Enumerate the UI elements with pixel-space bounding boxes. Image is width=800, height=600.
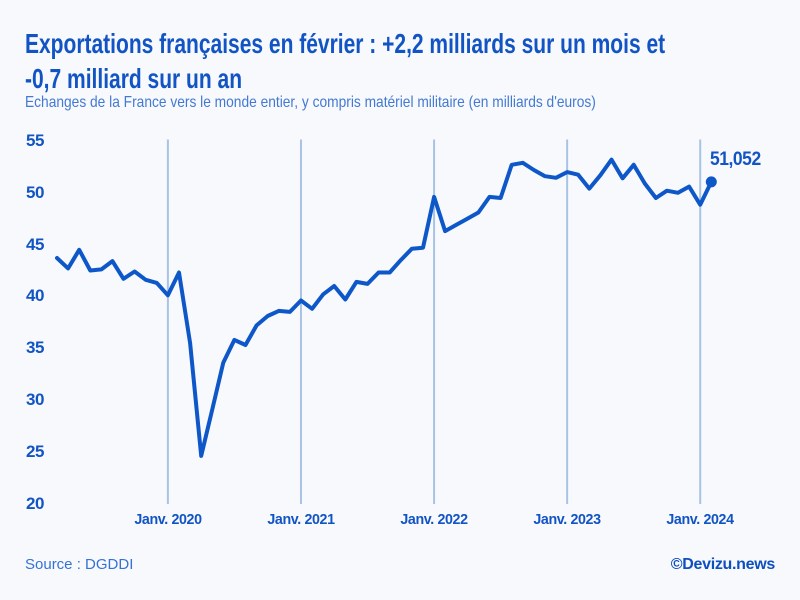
x-tick-label-2021: Janv. 2021 [267, 511, 335, 528]
x-tick-label-2022: Janv. 2022 [400, 511, 468, 528]
y-tick-label-30: 30 [26, 389, 44, 409]
source-note: Source : DGDDI [25, 556, 134, 573]
x-tick-label-2023: Janv. 2023 [533, 511, 602, 528]
exports-line-series [55, 157, 714, 458]
y-tick-label-35: 35 [26, 338, 44, 358]
y-tick-label-45: 45 [26, 234, 44, 254]
chart-footer: Source : DGDDI ©Devizu.news [25, 556, 775, 574]
last-point-marker [705, 176, 717, 188]
x-tick-label-2020: Janv. 2020 [134, 511, 202, 528]
x-tick-label-2024: Janv. 2024 [666, 511, 735, 528]
y-tick-label-50: 50 [26, 182, 44, 202]
brand-credit: ©Devizu.news [670, 556, 776, 573]
y-tick-label-25: 25 [26, 441, 44, 461]
y-tick-label-55: 55 [26, 131, 44, 150]
chart-title-line2: -0,7 milliard sur un an [25, 63, 243, 94]
y-tick-label-20: 20 [26, 493, 44, 513]
chart-title-line1: Exportations françaises en février : +2,… [25, 28, 666, 59]
chart-title: Exportations françaises en février : +2,… [25, 26, 800, 96]
y-tick-label-40: 40 [26, 286, 44, 306]
chart-subtitle: Echanges de la France vers le monde enti… [25, 94, 596, 111]
last-value-label: 51,052 [710, 149, 761, 170]
